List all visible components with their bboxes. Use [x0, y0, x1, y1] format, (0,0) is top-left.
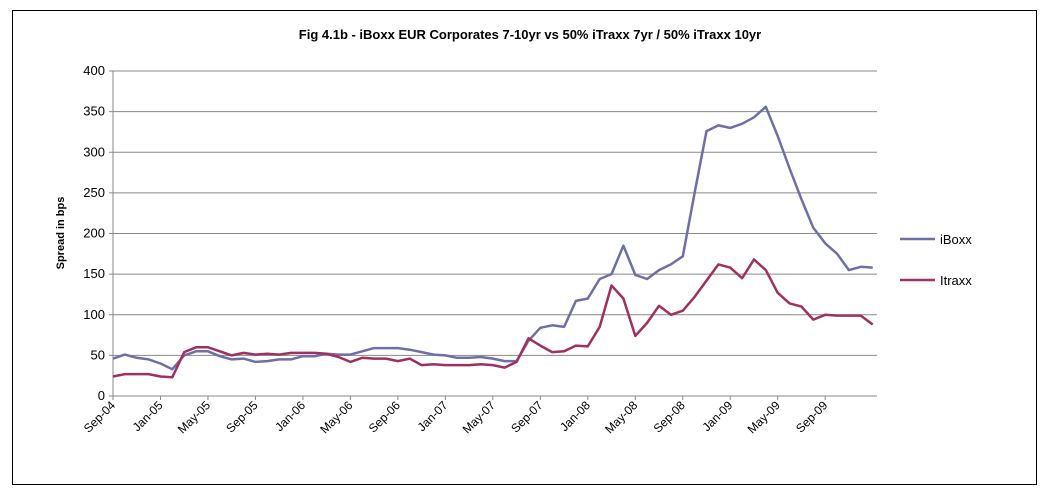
legend-label: iBoxx — [940, 232, 972, 247]
y-tick-label: 350 — [83, 104, 105, 119]
y-tick-label: 200 — [83, 226, 105, 241]
line-series — [112, 105, 873, 371]
y-tick-label: 50 — [91, 347, 105, 362]
y-axis-label: Spread in bps — [55, 197, 67, 270]
line-series — [112, 258, 874, 379]
chart-title: Fig 4.1b - iBoxx EUR Corporates 7-10yr v… — [299, 27, 761, 42]
legend-label: Itraxx — [940, 273, 972, 288]
y-tick-label: 150 — [83, 266, 105, 281]
y-tick-label: 250 — [83, 185, 105, 200]
y-tick-label: 0 — [98, 388, 105, 403]
y-tick-label: 100 — [83, 307, 105, 322]
chart-frame — [12, 10, 1037, 485]
y-tick-label: 300 — [83, 144, 105, 159]
y-tick-label: 400 — [83, 63, 105, 78]
